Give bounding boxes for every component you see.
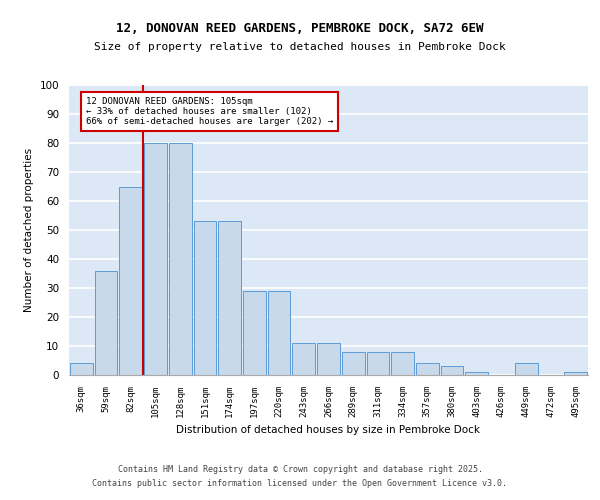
Bar [292, 343, 315, 375]
Bar [218, 222, 241, 375]
Bar [169, 143, 191, 375]
Text: 12 DONOVAN REED GARDENS: 105sqm
← 33% of detached houses are smaller (102)
66% o: 12 DONOVAN REED GARDENS: 105sqm ← 33% of… [86, 96, 333, 126]
Bar [144, 143, 167, 375]
Bar [466, 372, 488, 375]
Bar [194, 222, 216, 375]
Bar [391, 352, 414, 375]
Bar [317, 343, 340, 375]
Bar [268, 291, 290, 375]
Y-axis label: Number of detached properties: Number of detached properties [24, 148, 34, 312]
Bar [515, 364, 538, 375]
Bar [70, 364, 93, 375]
Bar [95, 270, 118, 375]
X-axis label: Distribution of detached houses by size in Pembroke Dock: Distribution of detached houses by size … [176, 426, 481, 436]
Text: Size of property relative to detached houses in Pembroke Dock: Size of property relative to detached ho… [94, 42, 506, 52]
Bar [342, 352, 365, 375]
Bar [119, 186, 142, 375]
Bar [564, 372, 587, 375]
Text: Contains HM Land Registry data © Crown copyright and database right 2025.
Contai: Contains HM Land Registry data © Crown c… [92, 466, 508, 487]
Bar [416, 364, 439, 375]
Bar [441, 366, 463, 375]
Text: 12, DONOVAN REED GARDENS, PEMBROKE DOCK, SA72 6EW: 12, DONOVAN REED GARDENS, PEMBROKE DOCK,… [116, 22, 484, 36]
Bar [367, 352, 389, 375]
Bar [243, 291, 266, 375]
